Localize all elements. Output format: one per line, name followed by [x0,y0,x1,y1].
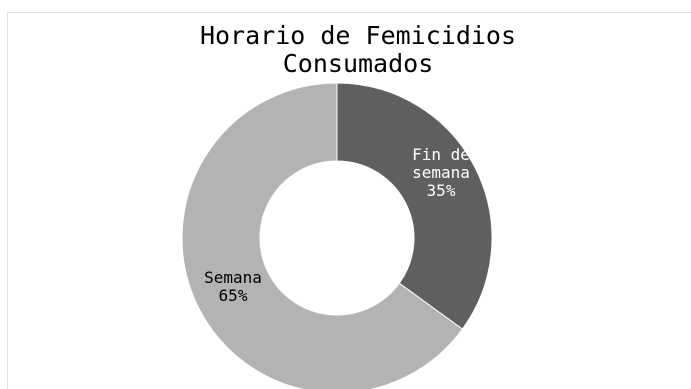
chart-title-line-2: Consumados [282,49,434,78]
slice-category-label: semana [412,163,470,182]
slice-label-1: Fin de semana 35% [412,145,470,200]
slice-category-label: Fin de [412,145,470,164]
slice-percent-label: 65% [219,286,248,305]
chart-title: Horario de Femicidios Consumados [0,22,691,78]
slice-percent-label: 35% [427,181,456,200]
chart-title-line-1: Horario de Femicidios [199,21,517,50]
slice-category-label: Semana [204,268,262,287]
donut-slice-2 [181,82,464,389]
slice-label-2: Semana 65% [204,268,262,305]
donut-slice-1 [336,82,493,330]
